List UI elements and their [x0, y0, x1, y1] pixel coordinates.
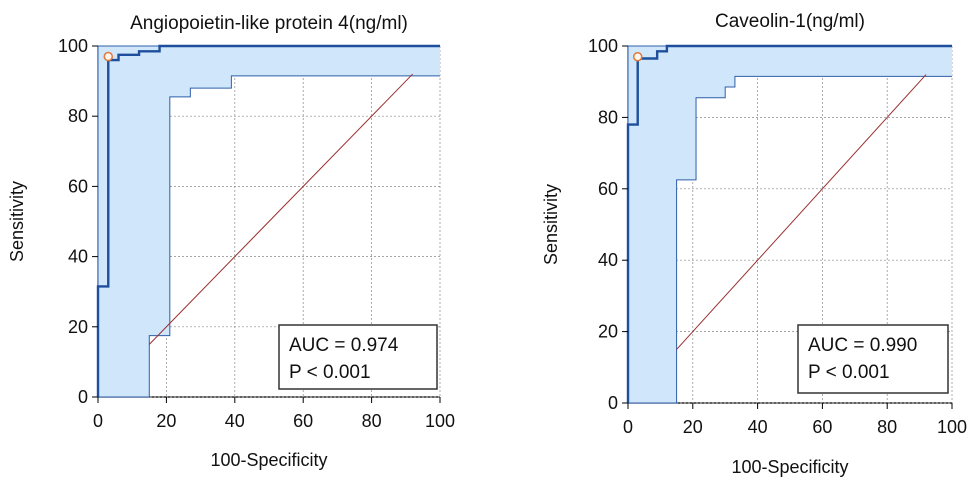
- x-tick-label: 0: [623, 417, 633, 437]
- confidence-band: [628, 46, 952, 403]
- y-tick-label: 40: [598, 250, 618, 270]
- y-axis-label: Sensitivity: [7, 181, 27, 262]
- confidence-band: [98, 46, 440, 397]
- ci-lower-line: [628, 75, 952, 404]
- auc-value: AUC = 0.974: [289, 335, 399, 356]
- y-tick-label: 100: [588, 36, 618, 56]
- roc-curve-line: [626, 44, 952, 403]
- x-tick-label: 20: [156, 411, 176, 431]
- y-tick-label: 20: [598, 322, 618, 342]
- chart-panel-1: 0 20 40 60 80 100 0 20 40 60 80 100 Angiopoietin-lik…: [7, 13, 455, 470]
- x-tick-label: 40: [225, 411, 245, 431]
- chart-title: Caveolin-1(ng/ml): [715, 11, 865, 32]
- x-tick-label: 20: [683, 417, 703, 437]
- y-axis-label: Sensitivity: [541, 184, 561, 265]
- x-tick-label: 60: [812, 417, 832, 437]
- optimal-cutoff-point: [632, 51, 643, 62]
- roc-curve-line: [96, 44, 440, 397]
- auc-value: AUC = 0.990: [808, 335, 917, 356]
- x-tick-label: 100: [425, 411, 455, 431]
- x-axis-label: 100-Specificity: [731, 457, 848, 477]
- y-tick-label: 80: [68, 106, 88, 126]
- reference-diagonal-line: [676, 74, 927, 350]
- y-tick-label: 60: [598, 179, 618, 199]
- chart-title: Angiopoietin-like protein 4(ng/ml): [130, 13, 408, 34]
- reference-diagonal-line: [148, 73, 413, 345]
- optimal-cutoff-point: [103, 51, 114, 62]
- chart-panel-2: 0 20 40 60 80 100 0 20 40 60 80 100 Caveolin-1(ng/ml…: [541, 11, 967, 477]
- auc-box: [797, 324, 949, 394]
- x-tick-label: 60: [293, 411, 313, 431]
- x-tick-label: 80: [877, 417, 897, 437]
- y-tick-label: 100: [58, 36, 88, 56]
- auc-box: [278, 324, 438, 390]
- tick-labels: 0 20 40 60 80 100 0 20 40 60 80 100: [588, 36, 967, 437]
- auc-annotation: AUC = 0.990 P < 0.001: [797, 324, 949, 394]
- y-tick-label: 0: [608, 393, 618, 413]
- tick-labels: 0 20 40 60 80 100 0 20 40 60 80 100: [58, 36, 455, 431]
- y-tick-label: 40: [68, 247, 88, 267]
- y-tick-label: 60: [68, 176, 88, 196]
- x-tick-label: 100: [937, 417, 967, 437]
- ci-lower-line: [98, 75, 440, 398]
- p-value: P < 0.001: [808, 362, 890, 383]
- x-tick-label: 40: [748, 417, 768, 437]
- y-tick-label: 80: [598, 107, 618, 127]
- p-value: P < 0.001: [289, 362, 371, 383]
- y-tick-label: 20: [68, 317, 88, 337]
- auc-annotation: AUC = 0.974 P < 0.001: [278, 324, 438, 390]
- x-axis-label: 100-Specificity: [210, 450, 327, 470]
- x-tick-label: 80: [362, 411, 382, 431]
- x-tick-label: 0: [93, 411, 103, 431]
- y-tick-label: 0: [78, 387, 88, 407]
